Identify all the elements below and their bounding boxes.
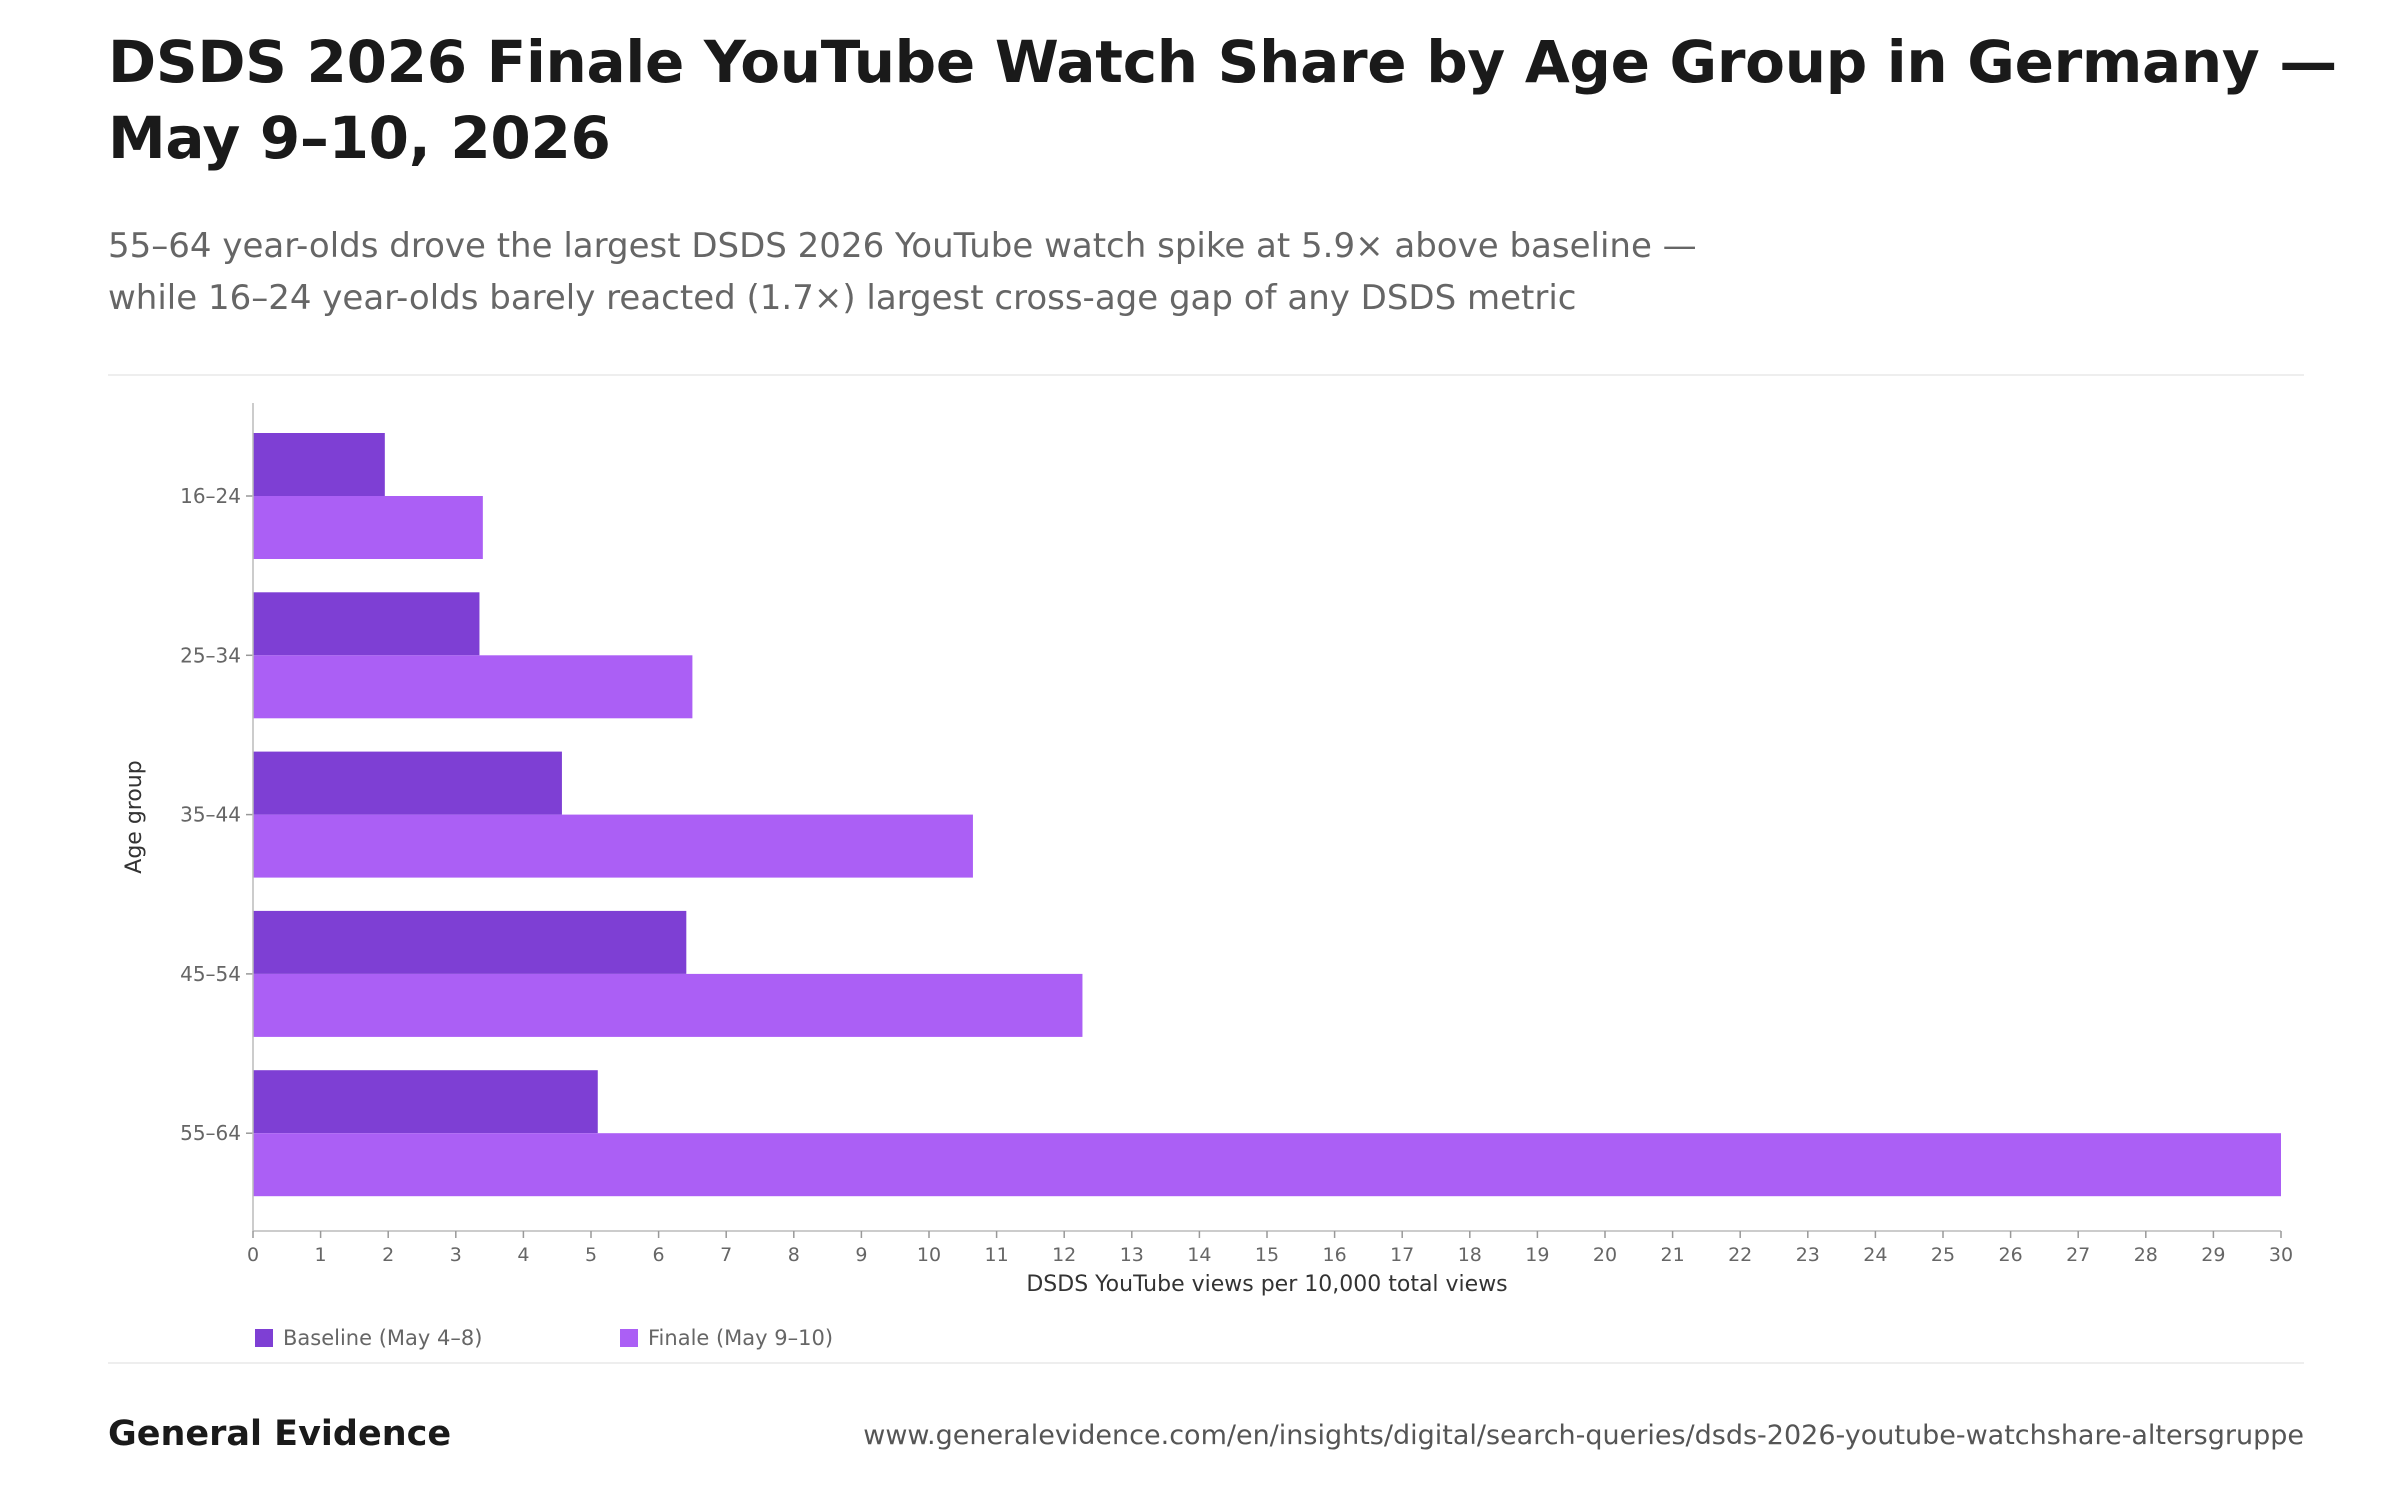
x-tick-label: 7 xyxy=(720,1244,732,1266)
x-tick-label: 17 xyxy=(1390,1244,1414,1266)
y-axis-title: Age group xyxy=(122,760,147,873)
y-tick-label: 55–64 xyxy=(180,1121,241,1145)
x-tick-label: 1 xyxy=(315,1244,327,1266)
y-tick-label: 45–54 xyxy=(180,962,241,986)
bar-finale-1 xyxy=(253,496,483,559)
legend-swatch-baseline xyxy=(255,1329,273,1347)
x-tick-label: 3 xyxy=(450,1244,462,1266)
legend-label-finale: Finale (May 9–10) xyxy=(648,1326,834,1350)
x-tick-label: 25 xyxy=(1931,1244,1955,1266)
bar-finale-5 xyxy=(253,1133,2281,1197)
source-url[interactable]: www.generalevidence.com/en/insights/digi… xyxy=(863,1420,2304,1451)
x-tick-label: 19 xyxy=(1525,1244,1549,1266)
header-divider xyxy=(108,374,2304,376)
x-tick-label: 14 xyxy=(1187,1244,1211,1266)
x-tick-label: 2 xyxy=(382,1244,394,1266)
bar-finale-4 xyxy=(253,973,1083,1037)
bar-baseline-3 xyxy=(253,751,562,815)
x-axis-title: DSDS YouTube views per 10,000 total view… xyxy=(1026,1272,1507,1297)
x-tick-label: 9 xyxy=(855,1244,867,1266)
subtitle-line-1: 55–64 year-olds drove the largest DSDS 2… xyxy=(108,226,1697,266)
bar-baseline-5 xyxy=(253,1070,598,1134)
x-tick-label: 10 xyxy=(917,1244,941,1266)
x-tick-label: 12 xyxy=(1052,1244,1076,1266)
chart-subtitle: 55–64 year-olds drove the largest DSDS 2… xyxy=(108,220,1808,324)
y-tick-label: 16–24 xyxy=(180,484,241,508)
bar-finale-3 xyxy=(253,814,973,878)
x-tick-label: 20 xyxy=(1593,1244,1617,1266)
subtitle-line-2: while 16–24 year-olds barely reacted (1.… xyxy=(108,278,1577,318)
footer-divider xyxy=(108,1362,2304,1364)
y-tick-label: 35–44 xyxy=(180,803,241,827)
x-tick-label: 5 xyxy=(585,1244,597,1266)
bar-baseline-1 xyxy=(253,433,385,496)
x-tick-label: 18 xyxy=(1458,1244,1482,1266)
x-tick-label: 23 xyxy=(1796,1244,1820,1266)
bar-baseline-4 xyxy=(253,910,687,974)
x-tick-label: 4 xyxy=(517,1244,529,1266)
x-tick-label: 15 xyxy=(1255,1244,1279,1266)
x-tick-label: 0 xyxy=(247,1244,259,1266)
x-tick-label: 22 xyxy=(1728,1244,1752,1266)
y-tick-label: 25–34 xyxy=(180,643,241,667)
bar-finale-2 xyxy=(253,655,693,719)
x-tick-label: 21 xyxy=(1661,1244,1685,1266)
x-tick-label: 11 xyxy=(985,1244,1009,1266)
x-tick-label: 26 xyxy=(1999,1244,2023,1266)
x-tick-label: 16 xyxy=(1323,1244,1347,1266)
x-tick-label: 8 xyxy=(788,1244,800,1266)
brand-name: General Evidence xyxy=(108,1414,452,1454)
chart-legend: Baseline (May 4–8) Finale (May 9–10) xyxy=(0,1326,2400,1356)
x-tick-label: 29 xyxy=(2201,1244,2225,1266)
x-tick-label: 24 xyxy=(1863,1244,1887,1266)
legend-swatch-finale xyxy=(620,1329,638,1347)
x-tick-label: 6 xyxy=(653,1244,665,1266)
x-tick-label: 30 xyxy=(2269,1244,2293,1266)
chart-title: DSDS 2026 Finale YouTube Watch Share by … xyxy=(108,28,2337,172)
x-tick-label: 27 xyxy=(2066,1244,2090,1266)
legend-item-baseline: Baseline (May 4–8) xyxy=(255,1326,482,1350)
bar-baseline-2 xyxy=(253,592,480,656)
legend-label-baseline: Baseline (May 4–8) xyxy=(283,1326,483,1350)
legend-item-finale: Finale (May 9–10) xyxy=(620,1326,833,1350)
x-tick-label: 13 xyxy=(1120,1244,1144,1266)
x-tick-label: 28 xyxy=(2134,1244,2158,1266)
